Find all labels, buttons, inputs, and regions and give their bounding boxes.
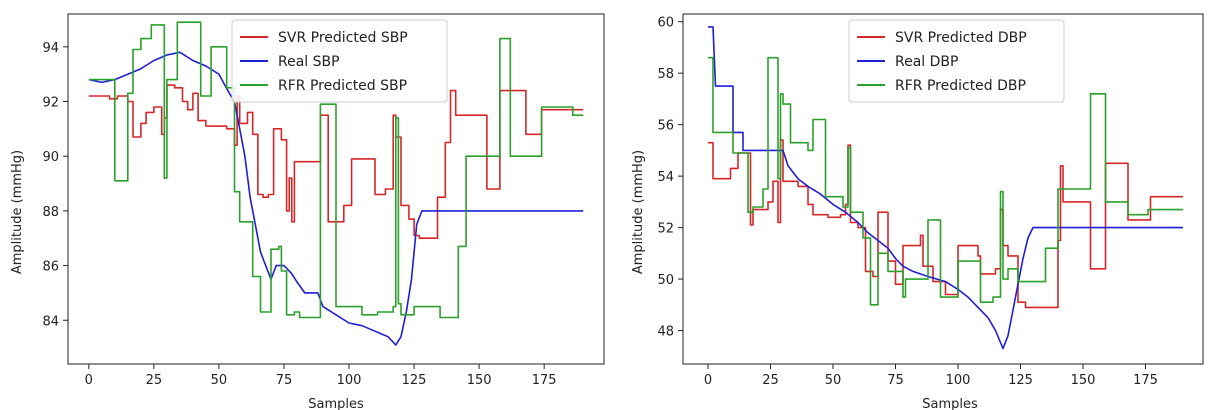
x-tick-label: 125 — [402, 373, 427, 388]
x-tick-label: 25 — [146, 373, 163, 388]
series-line-3 — [88, 21, 584, 319]
series-line-1 — [88, 84, 584, 239]
series-line-2 — [88, 51, 584, 346]
legend-entry: Real SBP — [278, 54, 340, 70]
legend-entry: RFR Predicted SBP — [278, 78, 407, 94]
x-tick-label: 50 — [211, 373, 228, 388]
series-line-2 — [708, 26, 1183, 350]
legend-box — [848, 19, 1065, 103]
x-tick-label: 175 — [532, 373, 557, 388]
x-tick-label: 75 — [887, 373, 904, 388]
legend-box — [231, 19, 448, 103]
dbp-chart: Amplitude (mmHg) Samples 0 25 50 75 100 125 15… — [631, 13, 1204, 410]
plot-frame — [67, 13, 605, 365]
y-tick-label: 92 — [42, 96, 59, 111]
x-tick-label: 100 — [337, 373, 362, 388]
plot-lines — [708, 26, 1183, 350]
y-tick-label: 86 — [42, 260, 59, 275]
legend-entry: RFR Predicted DBP — [895, 78, 1026, 94]
y-axis-label: Amplitude (mmHg) — [10, 150, 25, 274]
x-tick-label: 150 — [1071, 373, 1096, 388]
y-tick-label: 84 — [42, 314, 59, 329]
x-tick-label: 75 — [276, 373, 293, 388]
sbp-chart: Amplitude (mmHg) Samples 0 25 50 75 100 125 15… — [10, 13, 605, 410]
legend-entry: SVR Predicted DBP — [895, 30, 1027, 46]
plot-frame — [682, 13, 1204, 365]
x-tick-label: 125 — [1008, 373, 1033, 388]
y-tick-label: 90 — [42, 150, 59, 165]
x-tick-label: 0 — [704, 373, 712, 388]
y-tick-label: 94 — [42, 41, 59, 56]
plot-lines — [88, 21, 584, 346]
x-tick-label: 0 — [85, 373, 93, 388]
ticks: 0 25 50 75 100 125 150 175 84 86 88 90 92 94 — [42, 41, 556, 388]
legend-entry: Real DBP — [895, 54, 958, 70]
legend: SVR Predicted DBP Real DBP RFR Predicted D… — [848, 19, 1065, 103]
y-tick-label: 88 — [42, 205, 59, 220]
x-tick-label: 25 — [762, 373, 779, 388]
x-axis-label: Samples — [308, 397, 364, 410]
y-tick-label: 50 — [657, 273, 674, 288]
series-line-1 — [708, 139, 1183, 309]
y-axis-label: Amplitude (mmHg) — [631, 150, 646, 274]
x-tick-label: 150 — [467, 373, 492, 388]
x-tick-label: 175 — [1133, 373, 1158, 388]
series-line-3 — [708, 56, 1183, 306]
legend-entry: SVR Predicted SBP — [278, 30, 408, 46]
y-tick-label: 58 — [657, 67, 674, 82]
y-tick-label: 56 — [657, 119, 674, 134]
x-tick-label: 100 — [946, 373, 971, 388]
y-tick-label: 60 — [657, 16, 674, 31]
x-axis-label: Samples — [922, 397, 978, 410]
x-tick-label: 50 — [825, 373, 842, 388]
y-tick-label: 52 — [657, 222, 674, 237]
ticks: 0 25 50 75 100 125 150 175 48 50 52 54 56 58 60 — [657, 16, 1157, 388]
y-tick-label: 48 — [657, 325, 674, 340]
y-tick-label: 54 — [657, 170, 674, 185]
legend: SVR Predicted SBP Real SBP RFR Predicted S… — [231, 19, 448, 103]
